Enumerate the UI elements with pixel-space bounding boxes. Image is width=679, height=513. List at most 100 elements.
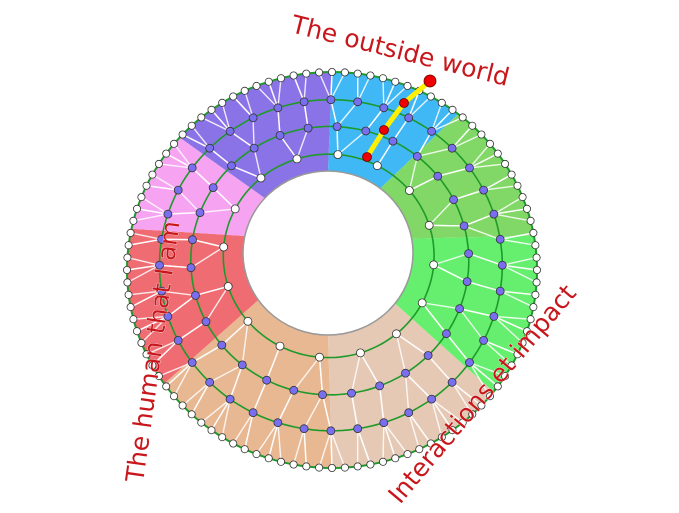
highlight-path-node [362,152,372,162]
spoke-line [451,133,482,149]
spoke-line [469,361,506,377]
spoke-line [431,398,464,424]
outer-node [531,241,540,250]
outer-node [264,77,273,86]
outer-node [148,170,157,179]
outer-node [302,69,311,78]
highlight-path-line [364,78,433,160]
spoke-line [244,90,254,118]
spoke-line [292,75,305,103]
spoke-line [417,147,453,158]
outer-node [126,228,135,237]
outer-node [276,457,285,466]
outer-node [132,327,141,336]
inner-node [355,348,365,358]
outer-node [240,445,249,454]
spoke-line [303,428,308,467]
spoke-line [173,143,193,169]
outer-node [526,216,535,225]
spoke-line [190,246,225,269]
outer-node [137,338,146,347]
spoke-line [383,85,408,109]
outer-node [162,382,171,391]
outer-node [289,460,298,469]
mid-node [464,249,474,259]
outer-node [327,463,336,472]
mid-node [205,377,215,387]
spoke-line [493,315,531,320]
outer-node [415,445,424,454]
spoke-line [210,398,231,431]
spoke-line [158,361,193,377]
outer-node [154,159,163,168]
spoke-line [330,430,333,469]
mid-node [412,151,422,161]
mid-node [375,381,385,391]
spoke-line [191,167,214,189]
spoke-line [451,381,482,407]
spoke-line [146,185,179,191]
outer-node [187,121,196,130]
spoke-line [209,147,232,167]
spoke-line [451,125,473,149]
inner-node [243,316,253,326]
outer-node [315,68,324,77]
outer-node [529,303,538,312]
spoke-line [192,238,224,248]
mid-node [495,286,505,296]
outer-node [507,361,516,370]
spoke-line [221,320,249,346]
mid-node [318,390,327,400]
spoke-line [318,357,324,395]
inner-node [404,186,414,195]
spoke-line [421,302,447,335]
spoke-line [177,189,201,214]
inner-node [275,341,285,351]
outer-node [458,418,467,427]
mid-node [187,358,197,367]
spoke-line [395,333,407,374]
spoke-line [229,364,243,400]
outer-node [507,170,516,179]
outer-node [229,439,238,448]
mid-node [225,394,235,404]
outer-node [252,81,261,90]
spoke-line [459,308,495,318]
outer-node [532,253,541,262]
spoke-line [422,302,460,310]
spoke-line [382,422,385,462]
inner-node [315,352,324,362]
spoke-line [212,187,236,210]
spoke-line [502,256,537,266]
spoke-line [431,109,453,132]
spoke-line [500,232,534,241]
mid-node [326,426,336,436]
spoke-line [483,339,518,355]
center-hole [242,170,414,336]
mid-node [401,368,410,378]
highlight-path [362,74,437,162]
spoke-line [130,290,162,308]
spoke-line [430,398,443,438]
spoke-line [336,101,359,128]
spoke-line [167,211,201,215]
spoke-line [383,422,409,455]
spoke-line [277,389,295,423]
spoke-line [451,381,473,415]
spoke-line [330,72,346,101]
mid-node [186,263,196,273]
mid-node [379,103,389,113]
mid-node [347,388,356,398]
spoke-line [253,147,262,179]
mid-node [157,234,167,244]
outer-node [501,159,510,168]
spoke-line [200,398,231,424]
spoke-line [499,290,534,308]
mid-node [273,103,283,113]
outer-node [526,315,535,324]
spoke-line [483,339,513,366]
outer-node [485,139,494,148]
spoke-line [128,290,162,296]
outer-node [240,86,249,95]
mid-node [217,340,227,350]
